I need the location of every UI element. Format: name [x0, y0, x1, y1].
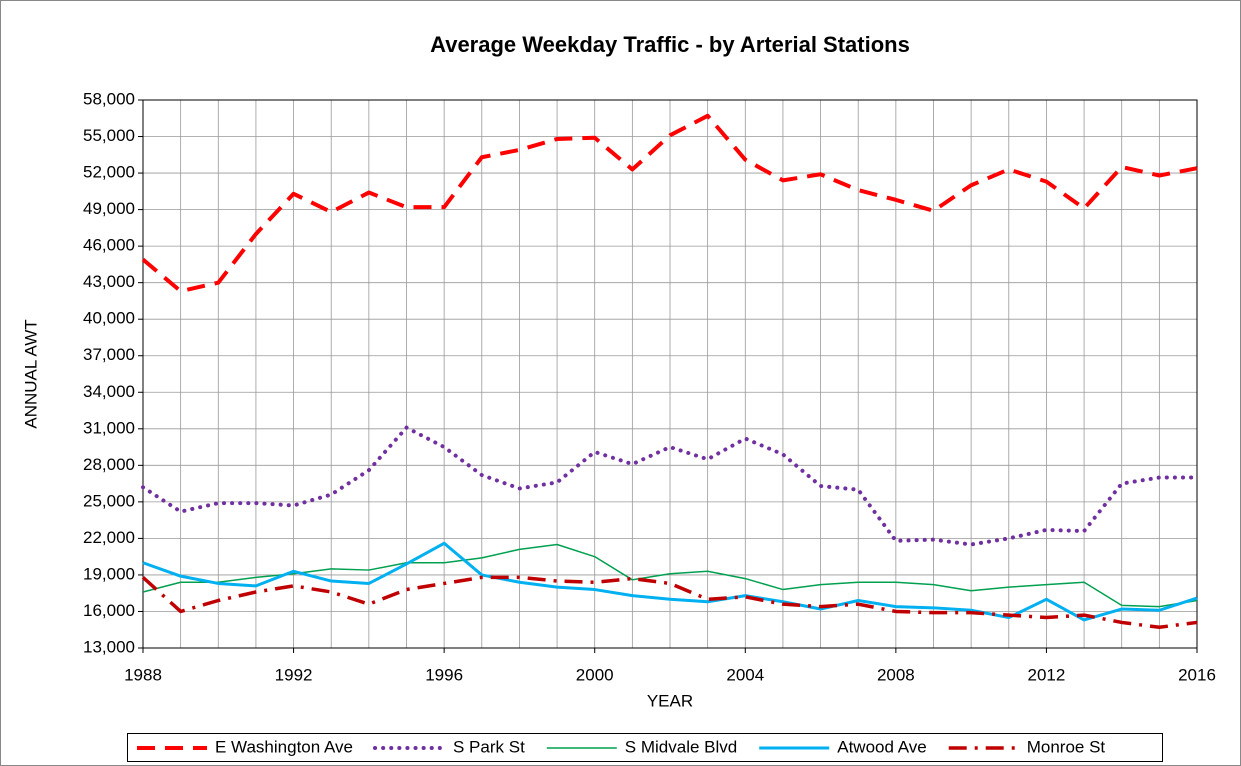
y-tick-label: 52,000: [83, 163, 135, 182]
x-tick-label: 2000: [576, 665, 614, 684]
series-line: [141, 425, 1199, 547]
y-tick-label: 25,000: [83, 491, 135, 510]
x-tick-label: 2016: [1178, 665, 1216, 684]
chart-title: Average Weekday Traffic - by Arterial St…: [430, 32, 910, 57]
x-tick-label: 2008: [877, 665, 915, 684]
y-tick-label: 28,000: [83, 455, 135, 474]
y-tick-label: 19,000: [83, 564, 135, 583]
y-tick-label: 16,000: [83, 601, 135, 620]
y-tick-label: 40,000: [83, 309, 135, 328]
y-tick-label: 49,000: [83, 199, 135, 218]
legend-label: Monroe St: [1027, 737, 1106, 756]
series-line: [142, 541, 1198, 622]
y-tick-label: 22,000: [83, 528, 135, 547]
y-tick-label: 55,000: [83, 126, 135, 145]
series-line: [141, 575, 1198, 630]
y-tick-label: 58,000: [83, 89, 135, 108]
y-tick-label: 46,000: [83, 236, 135, 255]
plot-border: [142, 99, 1198, 649]
y-tick-label: 37,000: [83, 345, 135, 364]
y-tick-label: 43,000: [83, 272, 135, 291]
x-tick-label: 1992: [275, 665, 313, 684]
y-tick-label: 31,000: [83, 418, 135, 437]
series-line: [142, 543, 1198, 608]
x-tick-label: 1988: [124, 665, 162, 684]
x-axis-label: YEAR: [647, 691, 693, 710]
y-tick-label: 13,000: [83, 637, 135, 656]
x-tick-label: 1996: [425, 665, 463, 684]
legend-label: Atwood Ave: [837, 737, 926, 756]
legend-label: E Washington Ave: [215, 737, 353, 756]
y-axis-label: ANNUAL AWT: [21, 319, 40, 428]
x-tick-label: 2012: [1028, 665, 1066, 684]
legend-label: S Midvale Blvd: [625, 737, 737, 756]
x-tick-label: 2004: [726, 665, 764, 684]
series-line: [141, 113, 1198, 294]
legend-label: S Park St: [453, 737, 525, 756]
legend-box: [127, 733, 1163, 762]
y-tick-label: 34,000: [83, 382, 135, 401]
